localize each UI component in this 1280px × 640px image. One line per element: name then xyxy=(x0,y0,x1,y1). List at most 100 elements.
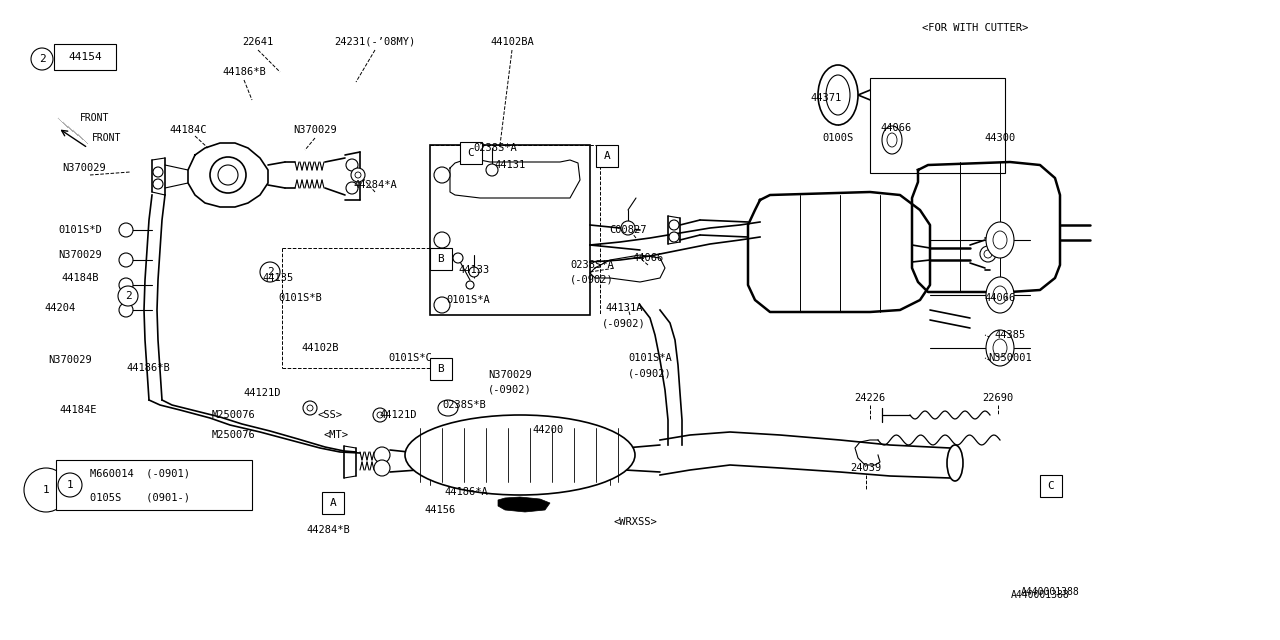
Text: N370029: N370029 xyxy=(293,125,337,135)
Circle shape xyxy=(453,253,463,263)
Circle shape xyxy=(154,167,163,177)
Text: (-0902): (-0902) xyxy=(602,318,646,328)
Circle shape xyxy=(119,278,133,292)
Text: 0101S*C: 0101S*C xyxy=(388,353,431,363)
Bar xyxy=(323,492,344,514)
Bar xyxy=(430,358,452,380)
Text: 44184C: 44184C xyxy=(169,125,207,135)
Circle shape xyxy=(374,447,390,463)
Text: (-0902): (-0902) xyxy=(570,275,614,285)
Circle shape xyxy=(24,468,68,512)
Ellipse shape xyxy=(947,445,963,481)
Text: (-0902): (-0902) xyxy=(628,368,672,378)
Text: 44184B: 44184B xyxy=(61,273,99,283)
Ellipse shape xyxy=(993,286,1007,304)
Text: M250076: M250076 xyxy=(212,410,256,420)
Text: A440001388: A440001388 xyxy=(1020,587,1079,597)
Circle shape xyxy=(434,297,451,313)
Text: 44184E: 44184E xyxy=(59,405,97,415)
Ellipse shape xyxy=(438,400,458,416)
Ellipse shape xyxy=(826,75,850,115)
Text: 44121D: 44121D xyxy=(379,410,417,420)
Text: A440001388: A440001388 xyxy=(1011,590,1070,600)
Text: 44131A: 44131A xyxy=(605,303,643,313)
Text: 2: 2 xyxy=(124,291,132,301)
Text: 44204: 44204 xyxy=(45,303,76,313)
Circle shape xyxy=(260,262,280,282)
Circle shape xyxy=(346,182,358,194)
Circle shape xyxy=(372,408,387,422)
Circle shape xyxy=(669,220,678,230)
Text: 44385: 44385 xyxy=(995,330,1025,340)
Bar xyxy=(430,145,590,315)
Circle shape xyxy=(434,362,445,374)
Text: 0101S*B: 0101S*B xyxy=(278,293,321,303)
Text: 44284*B: 44284*B xyxy=(306,525,349,535)
Text: 44186*B: 44186*B xyxy=(223,67,266,77)
Bar xyxy=(870,78,1005,173)
Text: 44154: 44154 xyxy=(68,52,102,62)
Circle shape xyxy=(351,168,365,182)
Circle shape xyxy=(980,246,996,262)
Text: FRONT: FRONT xyxy=(79,113,109,123)
Text: <SS>: <SS> xyxy=(317,410,343,420)
Circle shape xyxy=(466,281,474,289)
Ellipse shape xyxy=(986,330,1014,366)
Text: 0238S*B: 0238S*B xyxy=(442,400,486,410)
Circle shape xyxy=(434,167,451,183)
Circle shape xyxy=(119,253,133,267)
Text: C: C xyxy=(1047,481,1055,491)
Text: 44066: 44066 xyxy=(984,293,1015,303)
Text: 1: 1 xyxy=(42,485,50,495)
Circle shape xyxy=(58,473,82,497)
Text: 44200: 44200 xyxy=(532,425,563,435)
Ellipse shape xyxy=(818,65,858,125)
Circle shape xyxy=(31,48,52,70)
Text: A: A xyxy=(330,498,337,508)
Ellipse shape xyxy=(993,231,1007,249)
Text: 0100S: 0100S xyxy=(822,133,854,143)
Text: 44066: 44066 xyxy=(632,253,663,263)
Text: N370029: N370029 xyxy=(488,370,532,380)
Text: 2: 2 xyxy=(266,267,274,277)
Text: 44102B: 44102B xyxy=(301,343,339,353)
Text: 44131: 44131 xyxy=(494,160,526,170)
Text: 44284*A: 44284*A xyxy=(353,180,397,190)
Text: B: B xyxy=(438,364,444,374)
Circle shape xyxy=(669,232,678,242)
Text: C00827: C00827 xyxy=(609,225,646,235)
Bar xyxy=(1039,475,1062,497)
Circle shape xyxy=(355,172,361,178)
Text: B: B xyxy=(438,254,444,264)
Ellipse shape xyxy=(986,277,1014,313)
Text: C: C xyxy=(467,148,475,158)
Bar xyxy=(54,44,116,70)
Circle shape xyxy=(118,286,138,306)
Bar xyxy=(56,460,252,510)
Text: N370029: N370029 xyxy=(49,355,92,365)
Text: <WRXSS>: <WRXSS> xyxy=(613,517,657,527)
Circle shape xyxy=(119,223,133,237)
Text: (-0902): (-0902) xyxy=(488,385,532,395)
Text: 0101S*D: 0101S*D xyxy=(58,225,102,235)
Text: 22641: 22641 xyxy=(242,37,274,47)
Text: 2: 2 xyxy=(38,54,45,64)
Text: 0238S*A: 0238S*A xyxy=(474,143,517,153)
Circle shape xyxy=(378,412,383,418)
Ellipse shape xyxy=(993,339,1007,357)
Text: 0105S    (0901-): 0105S (0901-) xyxy=(90,493,189,503)
Bar xyxy=(460,142,483,164)
Text: 44121D: 44121D xyxy=(243,388,280,398)
Text: 44066: 44066 xyxy=(881,123,911,133)
Text: 0101S*A: 0101S*A xyxy=(447,295,490,305)
Text: 44102BA: 44102BA xyxy=(490,37,534,47)
Circle shape xyxy=(154,179,163,189)
Text: 44133: 44133 xyxy=(458,265,490,275)
Text: 24231(-’08MY): 24231(-’08MY) xyxy=(334,37,416,47)
Ellipse shape xyxy=(415,426,625,494)
Text: 44300: 44300 xyxy=(984,133,1015,143)
Text: 44371: 44371 xyxy=(810,93,842,103)
Circle shape xyxy=(210,157,246,193)
Ellipse shape xyxy=(887,133,897,147)
Text: N350001: N350001 xyxy=(988,353,1032,363)
